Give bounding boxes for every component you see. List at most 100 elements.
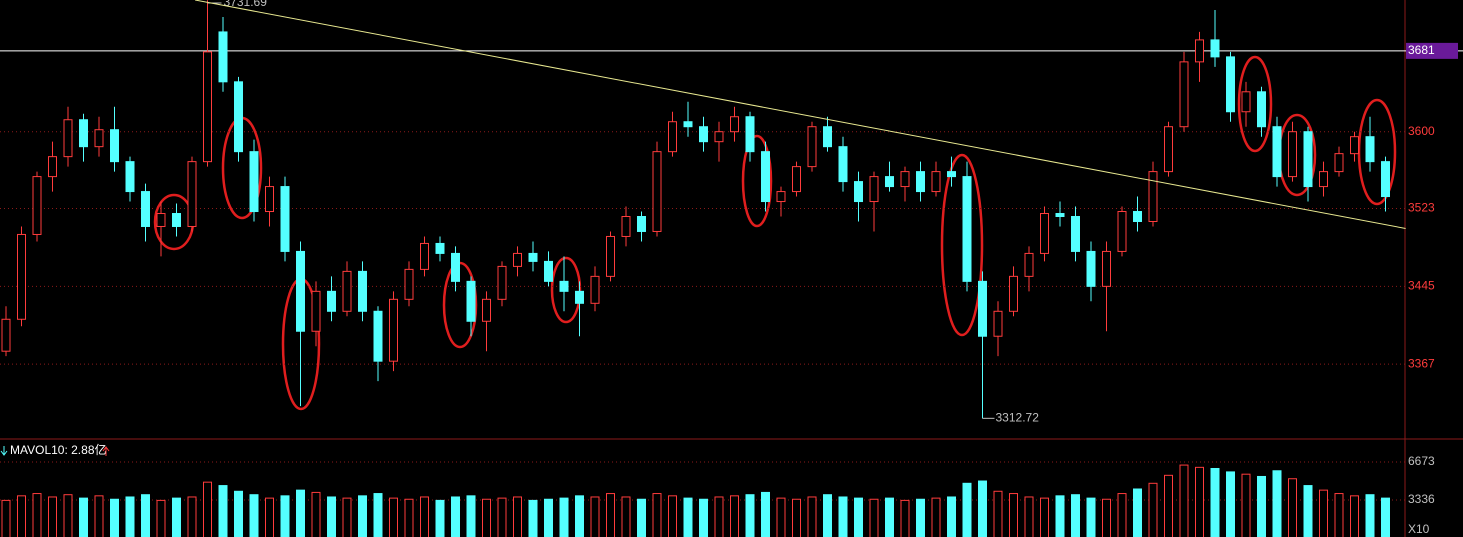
candle-body (668, 121, 677, 153)
volume-bar (1210, 467, 1220, 537)
volume-bar (1040, 497, 1049, 537)
volume-title: MAVOL10: 2.88亿 (10, 442, 107, 457)
candle-body (1009, 275, 1018, 312)
volume-bar (947, 496, 956, 537)
volume-bar (482, 498, 491, 537)
y-tick-label: 3445 (1408, 279, 1435, 293)
candle-body (203, 51, 212, 163)
candle-body (947, 171, 956, 178)
candle-body (590, 275, 600, 304)
candle-body (420, 242, 429, 270)
volume-bar (621, 496, 631, 537)
candle-body (1303, 131, 1313, 188)
volume-bar (807, 496, 817, 537)
candle-body (1272, 126, 1282, 178)
candle-body (187, 161, 197, 227)
candle-body (48, 156, 57, 178)
candle-body (854, 181, 863, 203)
candle-body (761, 151, 770, 203)
y-tick-label: 3600 (1408, 124, 1435, 138)
candle-body (1071, 216, 1080, 252)
candle-body (575, 290, 584, 304)
volume-bar (528, 499, 538, 537)
volume-bar (79, 497, 88, 537)
candle-body (1055, 213, 1065, 218)
volume-bar (854, 497, 863, 537)
volume-bar (32, 493, 42, 537)
volume-bar (435, 499, 445, 537)
candle-body (156, 213, 166, 227)
volume-bar (420, 496, 429, 537)
candle-body (404, 268, 414, 300)
candle-body (265, 186, 274, 213)
candle-body (1350, 136, 1359, 155)
volume-bar (1071, 494, 1080, 537)
candle-body (358, 270, 367, 312)
volume-bar (823, 494, 832, 537)
volume-bar (683, 497, 693, 537)
candle-body (373, 310, 383, 362)
down-arrow-icon (0, 446, 8, 456)
candle-body (249, 151, 259, 213)
volume-bar (559, 497, 569, 537)
volume-bar (869, 498, 879, 537)
volume-bar (1117, 493, 1127, 537)
volume-unit-label: X10 (1408, 522, 1430, 536)
volume-bar (513, 496, 522, 537)
candle-body (466, 280, 476, 322)
ellipse (940, 153, 984, 337)
volume-bar (1226, 471, 1235, 537)
candle-body (931, 171, 941, 193)
volume-bar (1288, 478, 1297, 537)
y-tick-label: 3336 (1408, 492, 1435, 506)
candle-body (528, 252, 538, 262)
candle-body (1148, 171, 1158, 222)
candle-body (900, 171, 910, 188)
volume-bar (730, 495, 739, 537)
volume-bar (1, 499, 11, 537)
volume-bar (249, 494, 259, 537)
candle-body (513, 252, 522, 267)
candle-body (1024, 252, 1034, 277)
marker-box (1406, 42, 1458, 59)
volume-bar (1350, 495, 1359, 537)
y-tick-label: 6673 (1408, 454, 1435, 468)
volume-bar (916, 498, 925, 537)
candle-body (916, 171, 925, 193)
candle-body (125, 161, 135, 193)
volume-bar (900, 499, 910, 537)
volume-bar (342, 497, 352, 537)
volume-bar (1257, 475, 1266, 537)
candle-body (218, 31, 228, 83)
candle-body (1288, 131, 1297, 178)
candle-body (1, 318, 11, 352)
candle-body (32, 176, 42, 235)
volume-bar (63, 494, 73, 537)
volume-bar (637, 498, 646, 537)
candle-body (1179, 61, 1189, 128)
volume-bar (1055, 495, 1065, 537)
volume-bar (389, 497, 398, 537)
candle-body (17, 233, 26, 320)
volume-bar (885, 497, 894, 537)
volume-bar (1179, 464, 1189, 537)
candle-body (1381, 161, 1390, 198)
candle-body (978, 280, 987, 337)
volume-bar (141, 494, 150, 537)
volume-bar (311, 491, 321, 537)
volume-bar (1102, 498, 1111, 537)
volume-bar (931, 497, 941, 537)
volume-bar (156, 499, 166, 537)
volume-bar (590, 496, 600, 537)
volume-bar (652, 493, 662, 537)
candle-body (730, 116, 739, 133)
volume-bar (761, 491, 770, 537)
volume-bar (606, 493, 615, 537)
candle-body (1102, 250, 1111, 287)
candle-body (497, 265, 507, 300)
candle-body (544, 260, 553, 282)
candle-body (1195, 39, 1204, 63)
candle-body (823, 126, 832, 148)
volume-bar (1009, 493, 1018, 537)
y-tick-label: 3523 (1408, 201, 1435, 215)
